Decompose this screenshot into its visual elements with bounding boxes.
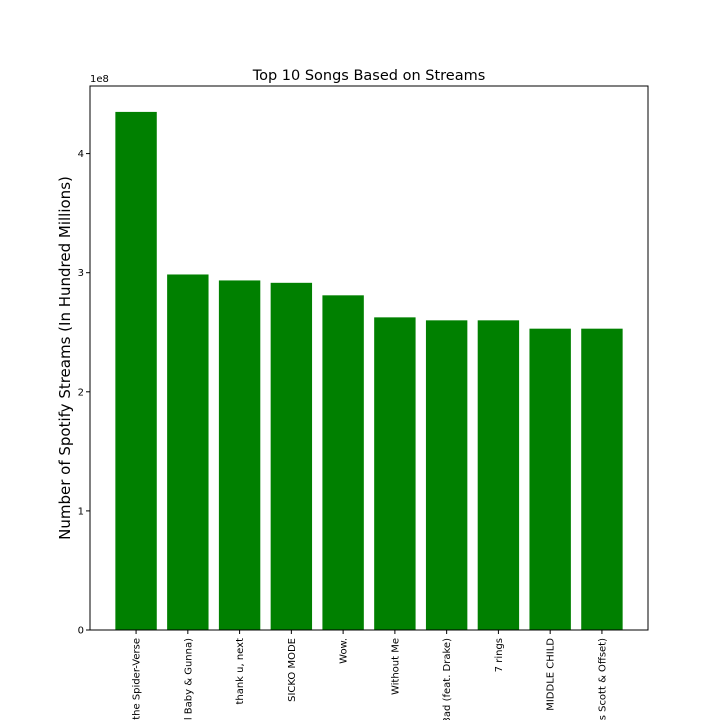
bar-9 [529,328,571,630]
bar-5 [322,295,364,630]
bar-10 [581,328,623,630]
y-axis-label: Number of Spotify Streams (In Hundred Mi… [56,176,74,540]
bar-1 [115,111,157,630]
x-tick-label-4: SICKO MODE [287,638,298,702]
bar-6 [374,317,416,630]
x-tick-label-8: 7 rings [494,638,505,672]
plot-frame [89,85,649,631]
x-axis-ticks: the Spider-Verse l Baby & Gunna) thank u, … [132,630,608,720]
x-tick-label-1: the Spider-Verse [132,638,143,720]
y-tick-label-0: 0 [78,626,84,637]
bar-3 [218,280,261,630]
y-tick-label-2: 2 [78,387,84,398]
x-tick-label-7: 3ad (feat. Drake) [442,638,453,720]
y-tick-label-1: 1 [78,506,84,517]
y-tick-label-4: 4 [78,149,84,160]
x-tick-label-9: MIDDLE CHILD [546,638,557,711]
bars-group [115,111,623,630]
x-tick-label-3: thank u, next [235,638,246,705]
y-tick-label-3: 3 [78,268,84,279]
chart-title: Top 10 Songs Based on Streams [252,68,486,84]
bar-4 [270,282,313,630]
bar-7 [425,320,468,630]
x-tick-label-2: l Baby & Gunna) [183,638,194,720]
y-offset-text: 1e8 [90,74,109,85]
y-axis-ticks: 0 1 2 3 4 [78,149,90,637]
x-tick-label-5: Wow. [339,638,350,664]
bar-2 [167,274,209,630]
bar-8 [477,320,520,630]
x-tick-label-6: Without Me [390,638,401,695]
x-tick-label-10: s Scott & Offset) [597,638,608,720]
